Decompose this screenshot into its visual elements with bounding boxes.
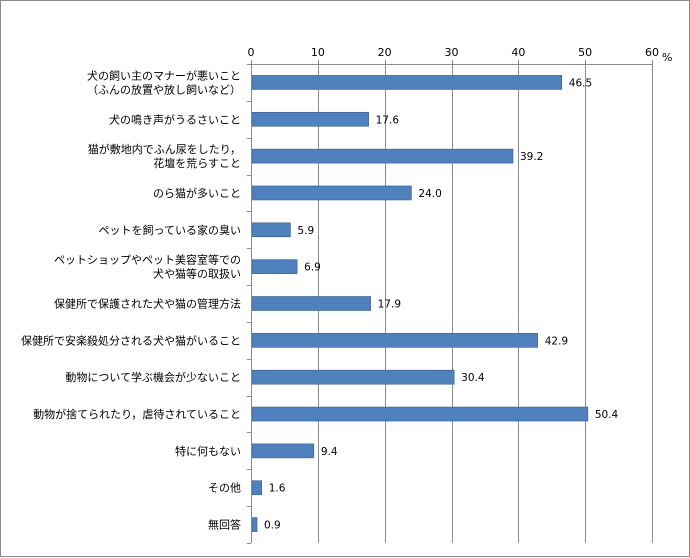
x-tick-label: 60	[645, 46, 659, 59]
x-tick-label: 30	[445, 46, 459, 59]
category-label-7: 保健所で安楽殺処分される犬や猫がいること	[21, 333, 241, 347]
bar-3	[251, 185, 412, 201]
x-tick-label: 0	[248, 46, 255, 59]
bars	[251, 75, 589, 532]
bar-6	[251, 296, 371, 311]
value-label-1: 17.6	[376, 114, 400, 126]
value-label-2: 39.2	[520, 151, 543, 163]
category-label-2: 花壇を荒らすこと	[153, 156, 241, 170]
value-label-4: 5.9	[297, 225, 314, 237]
x-tick-label: 20	[378, 46, 392, 59]
category-label-9: 動物が捨てられたり，虐待されていること	[33, 407, 241, 421]
category-label-3: のら猫が多いこと	[153, 186, 241, 200]
category-label-5: ペットショップやペット美容室等での	[54, 253, 241, 267]
category-label-8: 動物について学ぶ機会が少ないこと	[65, 370, 241, 384]
category-label-5: 犬や猫等の取扱い	[153, 267, 241, 281]
bar-4	[251, 222, 291, 238]
bar-12	[251, 517, 258, 532]
value-label-12: 0.9	[264, 520, 281, 532]
category-label-1: 犬の鳴き声がうるさいこと	[109, 112, 241, 126]
bar-5	[251, 259, 298, 274]
category-labels: 犬の飼い主のマナーが悪いこと（ふんの放置や放し飼いなど） 犬の鳴き声がうるさいこと…	[21, 68, 241, 531]
x-axis-ticks: 0 10 20 30 40 50 60	[247, 46, 659, 544]
x-tick-label: 10	[311, 46, 325, 59]
category-label-0: （ふんの放置や放し飼いなど）	[87, 82, 241, 96]
bar-0	[251, 75, 563, 90]
category-label-2: 猫が敷地内でふん尿をしたり，	[88, 142, 241, 156]
unit-label: %	[662, 51, 672, 64]
category-label-6: 保健所で保護された犬や猫の管理方法	[54, 297, 241, 311]
value-label-6: 17.9	[378, 299, 401, 311]
bar-8	[251, 369, 455, 385]
value-labels: 46.5 17.6 39.2 24.0 5.9 6.9 17.9 42.9 30.4 50.4 9.…	[264, 77, 619, 531]
x-tick-label: 50	[578, 46, 592, 59]
category-label-11: その他	[208, 482, 241, 495]
category-label-0: 犬の飼い主のマナーが悪いこと	[87, 68, 241, 82]
value-label-11: 1.6	[269, 483, 286, 495]
value-label-9: 50.4	[595, 409, 619, 421]
value-label-10: 9.4	[321, 446, 338, 458]
category-label-4: ペットを飼っている家の臭い	[99, 223, 241, 237]
category-label-12: 無回答	[208, 518, 241, 532]
category-label-10: 特に何もない	[175, 444, 241, 458]
x-tick-label: 40	[511, 46, 525, 59]
bar-9	[251, 406, 589, 422]
value-label-5: 6.9	[304, 262, 321, 274]
gridlines	[251, 64, 653, 543]
value-label-7: 42.9	[545, 335, 568, 347]
bar-10	[251, 443, 315, 459]
bar-7	[251, 333, 539, 348]
value-label-0: 46.5	[569, 77, 592, 89]
bar-11	[251, 480, 262, 496]
value-label-8: 30.4	[461, 372, 485, 384]
bar-2	[251, 148, 514, 164]
value-label-3: 24.0	[418, 188, 441, 200]
bar-1	[251, 111, 369, 127]
